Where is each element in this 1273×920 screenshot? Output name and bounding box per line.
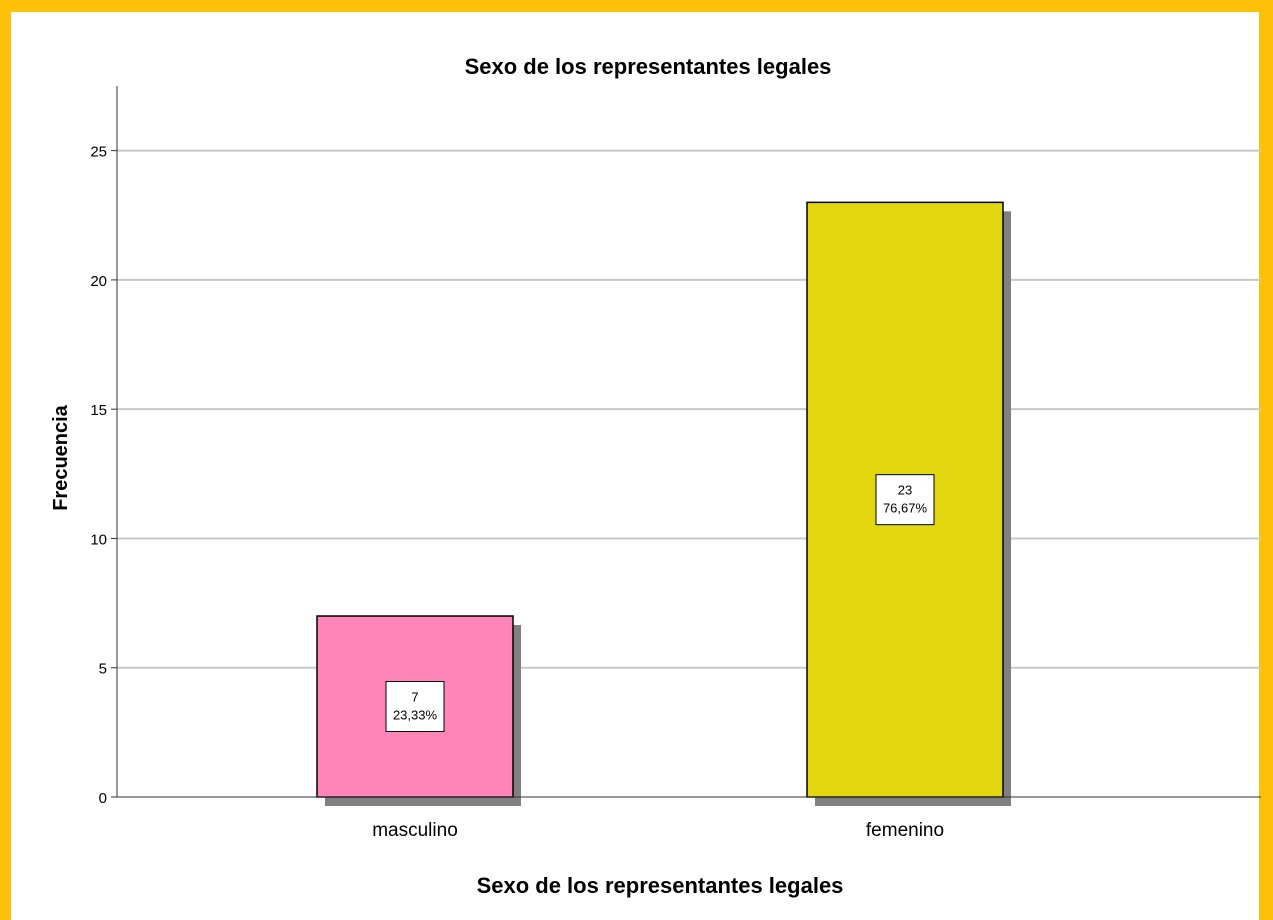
- data-label: 23 76,67%: [875, 474, 935, 526]
- y-tick-label: 15: [90, 402, 107, 419]
- data-label-count: 7: [411, 690, 418, 705]
- data-label-box: [385, 681, 445, 733]
- data-label-count: 23: [898, 483, 912, 498]
- x-axis-title: Sexo de los representantes legales: [477, 873, 844, 898]
- x-tick-label: femenino: [866, 820, 944, 841]
- data-label-percent: 76,67%: [883, 501, 928, 516]
- y-tick-label: 25: [90, 144, 107, 161]
- y-tick-labels: 0 5 10 15 20 25: [90, 144, 117, 807]
- axes: [116, 86, 1261, 798]
- gridlines: [117, 149, 1261, 669]
- data-label: 7 23,33%: [385, 681, 445, 733]
- data-labels: 7 23,33% 23 76,67%: [385, 474, 935, 733]
- x-tick-label: masculino: [372, 820, 458, 841]
- data-label-percent: 23,33%: [393, 708, 438, 723]
- y-tick-label: 0: [99, 790, 107, 807]
- y-tick-label: 10: [90, 531, 107, 548]
- x-tick-labels: masculino femenino: [372, 820, 944, 841]
- y-axis-title: Frecuencia: [50, 404, 72, 510]
- y-tick-label: 5: [99, 661, 107, 678]
- chart-title: Sexo de los representantes legales: [465, 54, 832, 79]
- data-label-box: [875, 474, 935, 526]
- y-tick-label: 20: [90, 273, 107, 290]
